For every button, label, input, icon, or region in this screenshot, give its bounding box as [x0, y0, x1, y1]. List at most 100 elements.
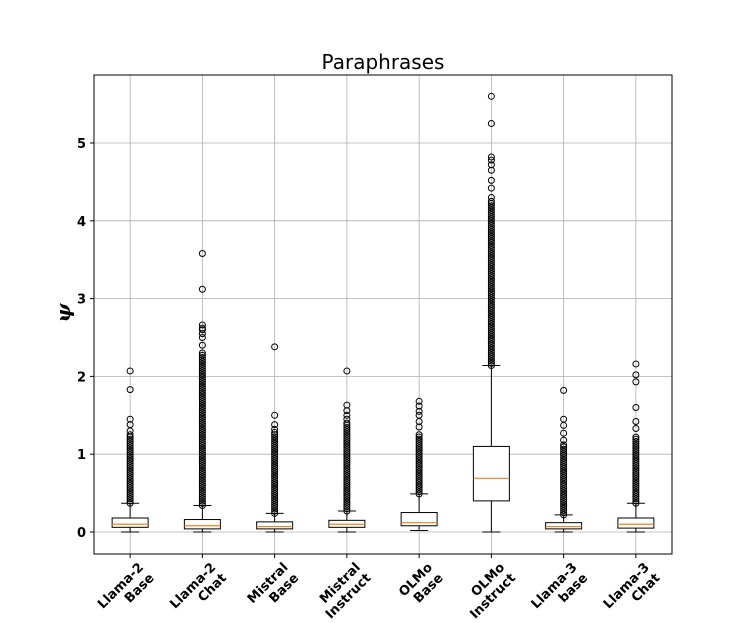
outlier-point: [415, 407, 423, 415]
box-0: [111, 367, 149, 533]
outlier-point: [487, 344, 495, 352]
outlier-point: [198, 351, 206, 359]
outlier-point: [271, 433, 279, 441]
outlier-point: [271, 501, 279, 509]
outlier-point: [271, 343, 279, 351]
outlier-point: [343, 437, 351, 445]
y-axis-label: ψ: [51, 302, 75, 322]
outlier-point: [343, 439, 351, 447]
outlier-point: [126, 453, 134, 461]
outlier-point: [560, 474, 568, 482]
y-tick-label: 5: [77, 137, 86, 152]
outlier-point: [126, 448, 134, 456]
outlier-point: [560, 386, 568, 394]
outlier-point: [632, 475, 640, 483]
outlier-point: [632, 484, 640, 492]
outlier-point: [415, 453, 423, 461]
outlier-point: [560, 502, 568, 510]
outlier-point: [632, 482, 640, 490]
outlier-point: [198, 321, 206, 329]
outlier-point: [198, 411, 206, 419]
outlier-point: [560, 504, 568, 512]
outlier-point: [271, 498, 279, 506]
outlier-point: [415, 402, 423, 410]
outlier-point: [198, 365, 206, 373]
outlier-point: [632, 449, 640, 457]
outlier-point: [487, 346, 495, 354]
outlier-point: [415, 450, 423, 458]
outlier-point: [415, 442, 423, 450]
outlier-point: [487, 331, 495, 339]
outlier-point: [271, 437, 279, 445]
outlier-point: [560, 429, 568, 437]
outlier-point: [198, 358, 206, 366]
iqr-box: [472, 445, 510, 502]
outlier-point: [198, 407, 206, 415]
outlier-point: [271, 439, 279, 447]
outlier-point: [487, 309, 495, 317]
outlier-point: [198, 468, 206, 476]
outlier-point: [126, 451, 134, 459]
outlier-point: [487, 318, 495, 326]
outlier-point: [271, 452, 279, 460]
outlier-point: [343, 476, 351, 484]
outlier-point: [415, 472, 423, 480]
outlier-point: [487, 324, 495, 332]
outlier-point: [198, 356, 206, 364]
outlier-point: [487, 276, 495, 284]
outlier-point: [343, 470, 351, 478]
outlier-point: [487, 322, 495, 330]
y-tick-label: 2: [77, 370, 86, 385]
outlier-point: [415, 459, 423, 467]
outlier-point: [126, 482, 134, 490]
outlier-point: [198, 382, 206, 390]
outlier-point: [487, 224, 495, 232]
outlier-point: [126, 459, 134, 467]
y-tick-label: 3: [77, 293, 86, 308]
outlier-point: [271, 455, 279, 463]
outlier-point: [198, 360, 206, 368]
outlier-point: [560, 461, 568, 469]
outlier-point: [632, 433, 640, 441]
outlier-point: [415, 440, 423, 448]
outlier-point: [560, 465, 568, 473]
outlier-point: [126, 421, 134, 429]
outlier-point: [632, 453, 640, 461]
outlier-point: [487, 230, 495, 238]
outlier-point: [487, 226, 495, 234]
outlier-point: [198, 391, 206, 399]
outlier-point: [632, 371, 640, 379]
outlier-point: [487, 263, 495, 271]
outlier-point: [487, 342, 495, 350]
box-6: [545, 386, 583, 533]
outlier-point: [198, 393, 206, 401]
outlier-point: [415, 397, 423, 405]
outlier-point: [126, 471, 134, 479]
outlier-point: [271, 435, 279, 443]
outlier-point: [198, 493, 206, 501]
outlier-point: [487, 213, 495, 221]
outlier-point: [632, 464, 640, 472]
outlier-point: [343, 448, 351, 456]
outlier-point: [632, 477, 640, 485]
outlier-point: [126, 455, 134, 463]
outlier-point: [487, 274, 495, 282]
outlier-point: [487, 235, 495, 243]
outlier-point: [560, 476, 568, 484]
outlier-point: [198, 387, 206, 395]
outlier-point: [126, 479, 134, 487]
outlier-point: [271, 466, 279, 474]
outlier-point: [632, 437, 640, 445]
outlier-point: [632, 425, 640, 433]
outlier-point: [560, 471, 568, 479]
outlier-point: [198, 437, 206, 445]
outlier-point: [343, 503, 351, 511]
outlier-point: [198, 398, 206, 406]
outlier-point: [198, 418, 206, 426]
outlier-point: [487, 243, 495, 251]
outlier-point: [487, 166, 495, 174]
outlier-point: [198, 460, 206, 468]
